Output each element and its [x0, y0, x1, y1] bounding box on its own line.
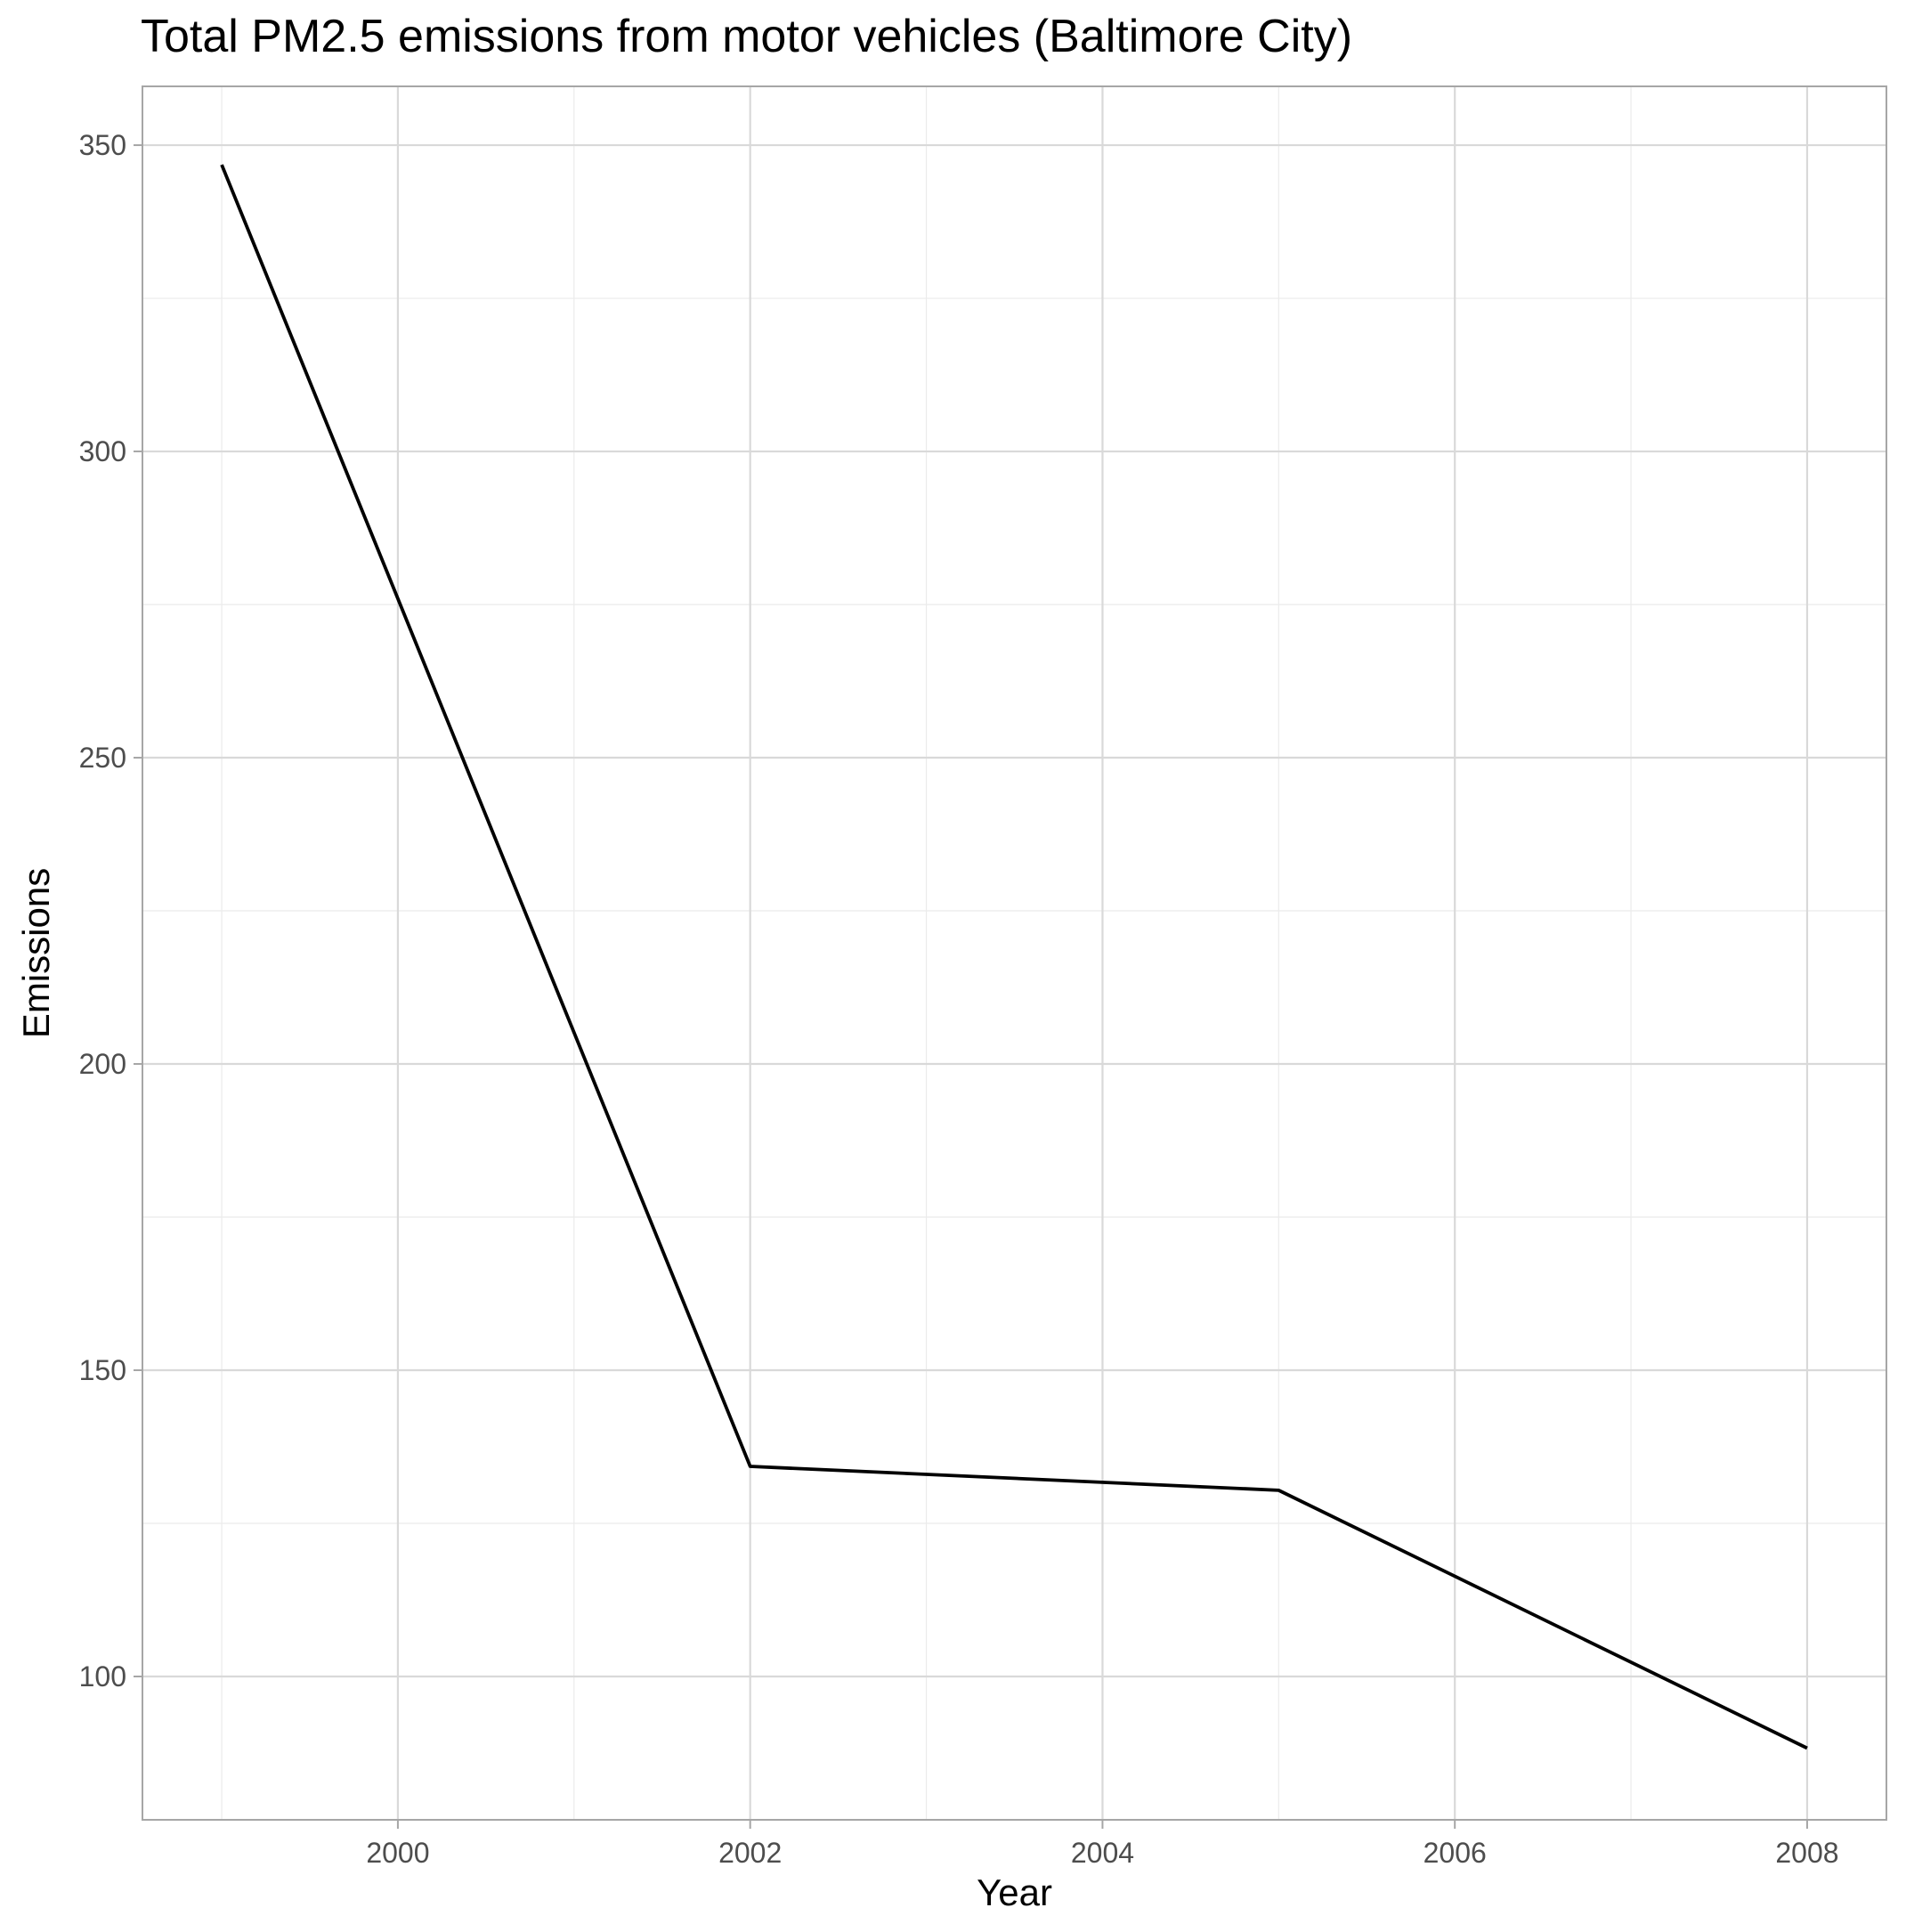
- y-tick-label: 100: [79, 1660, 126, 1693]
- x-tick-label: 2004: [1071, 1837, 1134, 1869]
- y-tick-label: 200: [79, 1048, 126, 1080]
- x-tick-label: 2008: [1775, 1837, 1838, 1869]
- y-axis-title: Emissions: [15, 868, 57, 1038]
- x-axis-title: Year: [977, 1871, 1052, 1913]
- chart-title: Total PM2.5 emissions from motor vehicle…: [141, 11, 1352, 62]
- x-tick-label: 2006: [1423, 1837, 1487, 1869]
- y-tick-label: 300: [79, 435, 126, 467]
- minor-gridlines-x: [221, 86, 1632, 1820]
- minor-gridlines-y: [142, 297, 1886, 1524]
- x-tick-label: 2000: [366, 1837, 429, 1869]
- major-gridlines-x: [396, 86, 1809, 1820]
- y-axis-ticks: 100 150 200 250 300 350: [79, 129, 142, 1693]
- major-gridlines-y: [142, 143, 1886, 1678]
- y-tick-label: 150: [79, 1354, 126, 1386]
- y-tick-label: 350: [79, 129, 126, 161]
- series-layer: [220, 164, 1808, 1750]
- x-axis-ticks: 2000 2002 2004 2006 2008: [366, 1820, 1839, 1869]
- x-tick-label: 2002: [718, 1837, 782, 1869]
- plot-panel-border: [142, 85, 1887, 1821]
- y-tick-label: 250: [79, 742, 126, 774]
- series-line-0: [220, 164, 1808, 1750]
